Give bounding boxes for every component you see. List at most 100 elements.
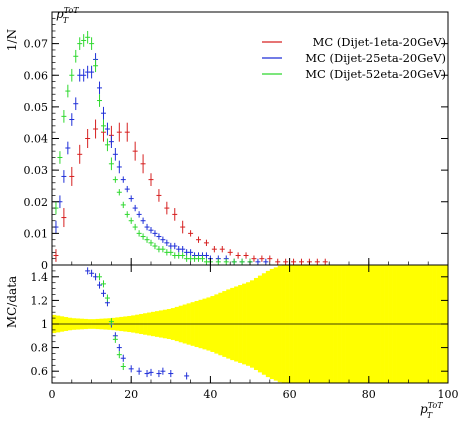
ratio-y-axis-label: MC/data	[5, 276, 19, 328]
data-point	[148, 227, 154, 234]
ratio-x-tick-label: 20	[124, 388, 138, 401]
ratio-x-tick-label: 100	[438, 388, 459, 401]
ratio-point	[108, 318, 114, 326]
data-point	[180, 252, 186, 259]
data-point	[77, 37, 83, 50]
data-point	[73, 97, 79, 111]
main-y-axis-label: 1/N	[5, 29, 19, 51]
ratio-x-tick-label: 60	[283, 388, 297, 401]
xlabel-sup: ToT	[428, 401, 444, 410]
ratio-point	[156, 370, 162, 378]
ratio-y-tick-label: 0.6	[31, 365, 49, 378]
main-axis-ticks: 0.01 0.02 0.03 0.04 0.05 0.06 0.07 0	[24, 11, 449, 272]
data-point	[136, 211, 142, 218]
data-point	[168, 249, 174, 256]
data-point	[227, 249, 233, 256]
data-point	[263, 258, 269, 265]
ratio-point	[120, 362, 126, 371]
data-point	[152, 242, 158, 250]
main-title-p: p	[56, 7, 64, 21]
ratio-point	[97, 273, 103, 281]
xlabel-p: p	[420, 402, 428, 416]
data-point	[140, 233, 146, 240]
data-point	[239, 258, 245, 265]
data-point	[215, 258, 221, 265]
data-point	[275, 258, 281, 265]
data-point	[203, 252, 209, 259]
data-point	[124, 185, 130, 193]
data-point	[61, 208, 67, 228]
legend: MC (Dijet-1eta-20GeV) MC (Dijet-25eta-20G…	[262, 35, 446, 81]
data-point	[267, 255, 273, 262]
data-point	[235, 252, 241, 259]
data-point	[104, 138, 110, 152]
ratio-point	[116, 351, 122, 359]
ratio-series-2	[97, 273, 126, 371]
data-point	[255, 258, 261, 265]
ratio-x-tick-label: 0	[49, 388, 56, 401]
main-y-tick-label-zero: 0	[41, 259, 48, 272]
data-point	[291, 258, 297, 265]
ratio-point	[85, 267, 91, 275]
main-y-tick-label: 0.07	[24, 38, 49, 51]
ratio-point	[89, 269, 95, 277]
ratio-point	[128, 365, 134, 373]
data-point	[108, 135, 114, 148]
ratio-x-axis-label: pToT T	[420, 401, 443, 420]
data-point	[136, 230, 142, 237]
data-point	[140, 217, 146, 224]
data-point	[69, 166, 75, 186]
data-point	[156, 233, 162, 240]
data-point	[97, 81, 103, 95]
data-point	[164, 239, 170, 247]
data-point	[156, 189, 162, 202]
data-point	[85, 30, 91, 44]
main-y-tick-label: 0.01	[24, 227, 49, 240]
data-point	[188, 230, 194, 237]
data-point	[259, 255, 265, 262]
data-point	[120, 176, 126, 183]
data-point	[100, 106, 106, 120]
ratio-point	[104, 294, 110, 302]
ratio-y-tick-label: 0.8	[31, 342, 49, 355]
main-series-3	[53, 30, 253, 265]
data-point	[89, 37, 95, 50]
data-point	[93, 119, 99, 139]
data-point	[65, 84, 71, 98]
data-point	[93, 59, 99, 73]
data-point	[144, 236, 150, 243]
data-point	[57, 151, 63, 164]
data-point	[124, 122, 130, 142]
legend-label: MC (Dijet-52eta-20GeV)	[305, 67, 446, 81]
data-point	[199, 255, 205, 262]
ratio-y-tick-label: 1.4	[31, 271, 49, 284]
main-y-tick-label: 0.06	[24, 69, 49, 82]
data-point	[172, 208, 178, 221]
data-point	[97, 94, 103, 107]
data-point	[132, 223, 138, 231]
data-point	[144, 223, 150, 231]
main-title-label: pToT T	[56, 6, 79, 25]
data-point	[140, 154, 146, 174]
data-point	[69, 113, 75, 126]
ratio-point	[116, 344, 122, 352]
data-point	[148, 173, 154, 186]
ratio-point	[144, 370, 150, 378]
data-point	[322, 258, 328, 265]
data-point	[298, 258, 304, 265]
main-y-tick-label: 0.02	[24, 196, 49, 209]
data-point	[148, 239, 154, 247]
xlabel-sub: T	[427, 411, 433, 420]
data-point	[112, 176, 118, 183]
data-point	[172, 242, 178, 250]
data-point	[128, 217, 134, 224]
main-title-sub: T	[63, 16, 69, 25]
main-panel: 0.010.020.030.040.050.060.070 1/N pToT T …	[5, 6, 449, 272]
data-point	[160, 246, 166, 253]
main-title-sup: ToT	[64, 6, 80, 15]
ratio-point	[100, 289, 106, 297]
main-y-tick-label: 0.04	[24, 133, 49, 146]
data-point	[132, 204, 138, 212]
legend-item-2: MC (Dijet-25eta-20GeV)	[262, 51, 446, 65]
